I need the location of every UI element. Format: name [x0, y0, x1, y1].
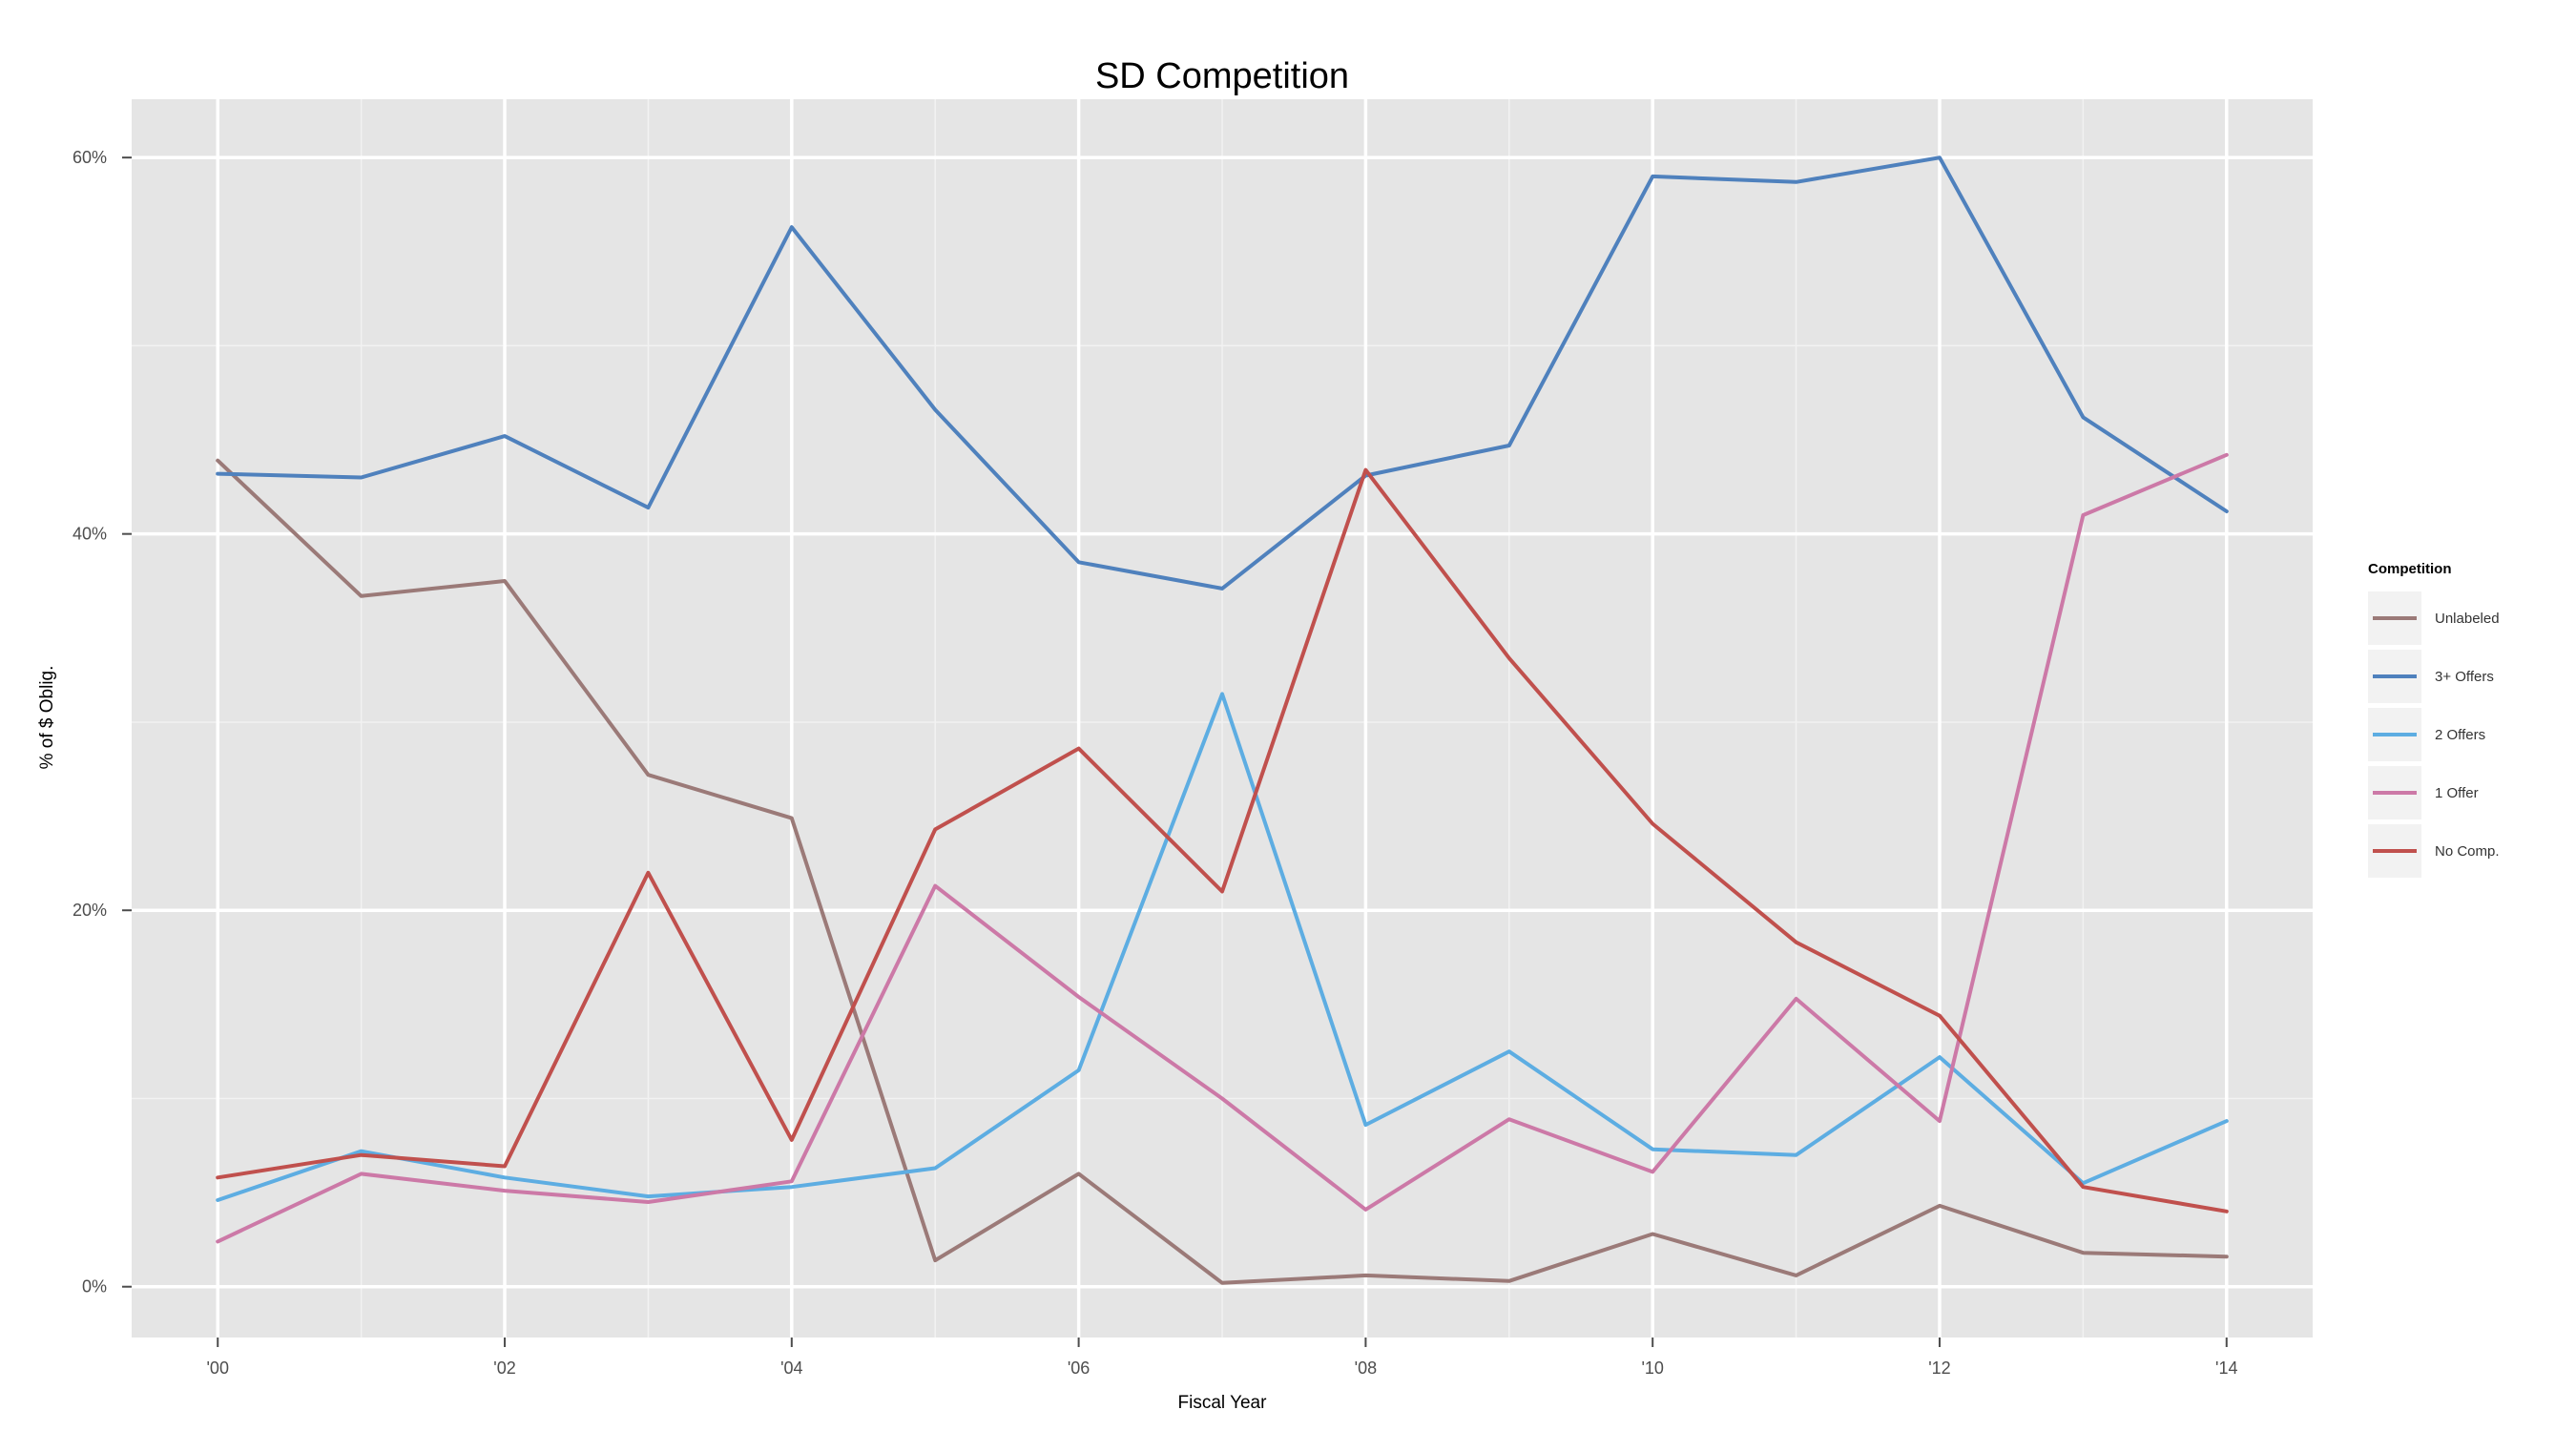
legend: Competition Unlabeled 3+ Offers 2 Offers 1 …: [2368, 561, 2500, 878]
y-axis-title: % of $ Oblig.: [37, 666, 57, 770]
grid-major: [132, 99, 2313, 1338]
series-line-3-offers: [216, 156, 2229, 591]
legend-label-2-offers: 2 Offers: [2435, 727, 2485, 743]
chart-title: SD Competition: [1095, 56, 1349, 96]
y-tick-label: 60%: [73, 148, 107, 167]
y-tick-label: 20%: [73, 901, 107, 920]
x-axis-title: Fiscal Year: [1178, 1393, 1268, 1413]
x-tick-label: '12: [1928, 1358, 1950, 1378]
x-tick-label: '08: [1355, 1358, 1377, 1378]
series-lines: [216, 156, 2229, 1285]
legend-label-unlabeled: Unlabeled: [2435, 611, 2500, 627]
x-tick-label: '14: [2215, 1358, 2237, 1378]
legend-label-1-offer: 1 Offer: [2435, 785, 2479, 801]
x-tick-label: '02: [493, 1358, 515, 1378]
x-tick-label: '10: [1641, 1358, 1663, 1378]
legend-title: Competition: [2368, 561, 2452, 577]
series-line-1-offer: [216, 452, 2229, 1244]
series-line-2-offers: [216, 692, 2229, 1202]
legend-label-3-offers: 3+ Offers: [2435, 669, 2494, 685]
y-tick-label: 40%: [73, 525, 107, 544]
y-axis: 0% 20% 40% 60%: [73, 148, 132, 1296]
x-tick-label: '00: [207, 1358, 229, 1378]
legend-label-no-comp: No Comp.: [2435, 843, 2500, 860]
series-line-no-comp: [216, 467, 2229, 1213]
y-tick-label: 0%: [82, 1277, 107, 1296]
x-axis: '00 '02 '04 '06 '08 '10 '12 '14: [207, 1338, 2237, 1378]
x-tick-label: '06: [1068, 1358, 1090, 1378]
x-tick-label: '04: [780, 1358, 802, 1378]
grid-minor: [132, 99, 2313, 1338]
series-line-unlabeled: [216, 458, 2229, 1285]
